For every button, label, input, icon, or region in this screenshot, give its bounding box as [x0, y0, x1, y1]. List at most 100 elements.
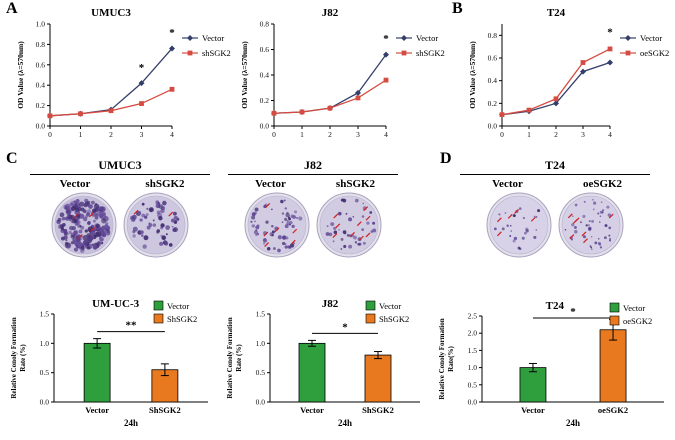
svg-text:Relative Conoly Formation: Relative Conoly Formation: [438, 318, 446, 399]
j82-vector-dish-label: Vector: [255, 178, 286, 190]
svg-text:0.6: 0.6: [488, 54, 498, 63]
svg-text:2.5: 2.5: [468, 312, 478, 321]
svg-text:3: 3: [356, 130, 360, 139]
svg-text:0.5: 0.5: [40, 368, 50, 377]
svg-text:UMUC3: UMUC3: [91, 7, 131, 19]
umuc3-colony-title: UMUC3: [30, 158, 210, 175]
svg-text:0.2: 0.2: [260, 96, 270, 105]
svg-text:0.0: 0.0: [36, 122, 46, 131]
svg-text:0.5: 0.5: [468, 380, 478, 389]
svg-text:4: 4: [384, 130, 388, 139]
svg-text:1.5: 1.5: [468, 346, 478, 355]
svg-text:Rate (%): Rate (%): [235, 344, 243, 372]
svg-text:**: **: [126, 320, 138, 332]
t24-vector-dish-label: Vector: [492, 178, 523, 190]
svg-text:3: 3: [581, 130, 585, 139]
svg-text:OD Value (λ=570nm): OD Value (λ=570nm): [468, 41, 477, 109]
svg-text:0.6: 0.6: [260, 45, 270, 54]
panel-a-label: A: [6, 0, 18, 17]
svg-text:ShSGK2: ShSGK2: [167, 314, 197, 324]
svg-text:Vector: Vector: [202, 33, 224, 43]
svg-text:*: *: [169, 27, 175, 39]
svg-text:Vector: Vector: [300, 405, 324, 415]
panel-d-label: D: [440, 150, 452, 167]
svg-text:0.0: 0.0: [488, 122, 498, 131]
svg-text:0.0: 0.0: [40, 398, 50, 407]
svg-text:1: 1: [527, 130, 531, 139]
svg-text:Vector: Vector: [416, 33, 438, 43]
svg-text:4: 4: [608, 130, 612, 139]
svg-text:0.8: 0.8: [260, 20, 270, 29]
t24-dish-labels: Vector oeSGK2: [460, 178, 650, 190]
svg-text:0.4: 0.4: [36, 81, 46, 90]
svg-text:*: *: [342, 321, 348, 333]
svg-text:ShSGK2: ShSGK2: [149, 405, 181, 415]
svg-text:0.8: 0.8: [36, 40, 46, 49]
svg-text:OD Value (λ=570nm): OD Value (λ=570nm): [240, 41, 249, 109]
svg-text:1.0: 1.0: [256, 339, 266, 348]
j82-shsgk2-dish: [316, 192, 382, 258]
svg-text:0.4: 0.4: [260, 71, 270, 80]
svg-text:0: 0: [48, 130, 52, 139]
svg-text:ShSGK2: ShSGK2: [379, 314, 409, 324]
svg-text:*: *: [607, 26, 613, 38]
svg-text:2: 2: [328, 130, 332, 139]
t24-oesgk2-dish-label: oeSGK2: [582, 178, 623, 190]
svg-text:*: *: [139, 62, 145, 74]
svg-text:oeSGK2: oeSGK2: [640, 48, 669, 58]
t24-oesgk2-dish: [558, 192, 624, 258]
svg-text:J82: J82: [322, 298, 339, 310]
umuc3-vector-dish-label: Vector: [59, 178, 91, 190]
svg-text:0: 0: [500, 130, 504, 139]
svg-text:0.2: 0.2: [36, 101, 46, 110]
svg-text:Relative Conoly Formation: Relative Conoly Formation: [10, 317, 18, 398]
j82-shsgk2-dish-label: shSGK2: [335, 178, 376, 190]
svg-text:3: 3: [140, 130, 144, 139]
svg-text:4: 4: [170, 130, 174, 139]
svg-text:0: 0: [272, 130, 276, 139]
svg-text:UM-UC-3: UM-UC-3: [92, 298, 140, 310]
svg-text:1.0: 1.0: [36, 20, 46, 29]
svg-text:*: *: [570, 306, 576, 318]
t24-colony-bar-chart: T24 0.0 0.5 1.0 1.5 2.0 2.5 Relative Conoly For…: [436, 300, 672, 440]
svg-text:Vector: Vector: [85, 405, 109, 415]
umuc3-vector-dish: [51, 192, 117, 258]
svg-text:Rate(%): Rate(%): [447, 346, 455, 372]
svg-text:0.0: 0.0: [256, 398, 266, 407]
svg-text:Relative Conoly Formation: Relative Conoly Formation: [226, 317, 234, 398]
svg-text:oeSGK2: oeSGK2: [598, 405, 628, 415]
j82-growth-chart: J82 0.0 0.2 0.4 0.6 0.8 0 1 2 3 4 OD Value (λ=570nm…: [238, 4, 450, 149]
j82-colony-group: J82 Vector shSGK2: [228, 158, 398, 258]
svg-text:Vector: Vector: [623, 303, 645, 313]
t24-growth-chart: T24 0.0 0.2 0.4 0.6 0.8 0 1 2 3 4 OD Value (λ=570nm…: [466, 4, 674, 149]
svg-text:*: *: [383, 33, 389, 45]
t24-colony-title: T24: [460, 158, 650, 175]
svg-text:OD Value (λ=570nm): OD Value (λ=570nm): [16, 41, 25, 109]
svg-text:ShSGK2: ShSGK2: [362, 405, 394, 415]
svg-text:2: 2: [554, 130, 558, 139]
t24-colony-group: T24 Vector oeSGK2: [460, 158, 650, 258]
j82-vector-dish: [244, 192, 310, 258]
svg-text:1: 1: [300, 130, 304, 139]
svg-text:Rate (%): Rate (%): [19, 344, 27, 372]
svg-text:T24: T24: [547, 7, 566, 19]
umuc3-shsgk2-dish-label: shSGK2: [145, 178, 185, 190]
svg-text:0.0: 0.0: [468, 398, 478, 407]
svg-text:1.0: 1.0: [40, 339, 50, 348]
svg-text:shSGK2: shSGK2: [416, 48, 445, 58]
svg-text:0.5: 0.5: [256, 368, 266, 377]
umuc3-dishes: [30, 192, 210, 258]
svg-text:1.0: 1.0: [468, 363, 478, 372]
t24-dishes: [460, 192, 650, 258]
svg-text:1.5: 1.5: [256, 310, 266, 319]
panel-b-label: B: [452, 0, 463, 17]
umuc3-dish-labels: Vector shSGK2: [30, 178, 210, 190]
svg-text:24h: 24h: [124, 418, 138, 428]
umuc3-colony-group: UMUC3 Vector shSGK2: [30, 158, 210, 258]
svg-text:Vector: Vector: [379, 301, 401, 311]
svg-text:oeSGK2: oeSGK2: [623, 316, 652, 326]
svg-text:0.0: 0.0: [260, 122, 270, 131]
j82-dish-labels: Vector shSGK2: [228, 178, 398, 190]
svg-text:Vector: Vector: [167, 301, 189, 311]
